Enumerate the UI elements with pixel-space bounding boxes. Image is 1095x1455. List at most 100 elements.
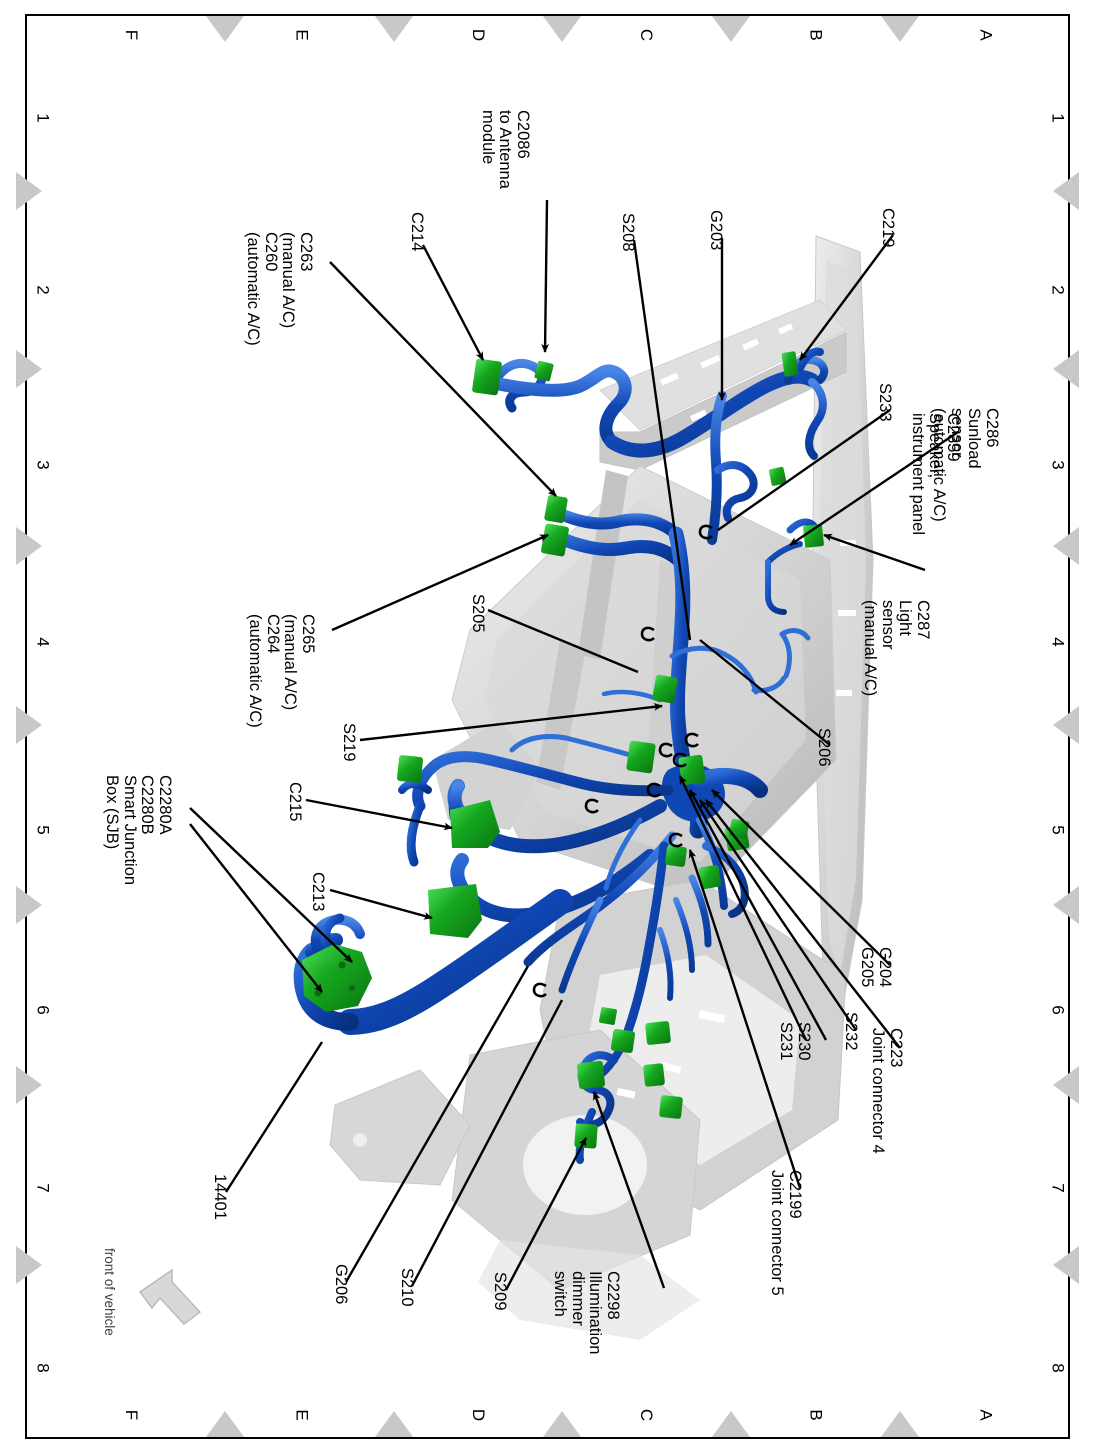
zone-letter-b-top: B [806,29,826,41]
label-c219: C219 [879,208,897,248]
label-s219: S219 [340,723,358,762]
connector-lr-b [610,1028,636,1054]
zone-marker-bottom-2 [712,1411,750,1437]
zone-marker-right-3 [1053,527,1079,565]
zone-num-7-right: 7 [1048,1183,1068,1193]
label-s209: S209 [491,1272,509,1311]
label-c213: C213 [309,872,327,912]
label-s210: S210 [398,1268,416,1307]
zone-marker-bottom-4 [375,1411,413,1437]
zone-num-2-right: 2 [1048,285,1068,295]
connector-lr-d [659,1095,683,1119]
zone-marker-top-5 [206,16,244,42]
zone-num-6-left: 6 [33,1005,53,1015]
label-c286: C286 Sunload sensor (automatic A/C) [930,408,1002,522]
zone-letter-e-top: E [292,29,312,41]
label-s205: S205 [469,594,487,633]
connector-c265 [541,523,569,557]
zone-marker-top-2 [712,16,750,42]
label-c2280: C2280A C2280B Smart Junction Box (SJB) [103,775,175,886]
zone-num-2-left: 2 [33,285,53,295]
zone-num-4-left: 4 [33,637,53,647]
zone-marker-right-6 [1053,1066,1079,1104]
zone-letter-b-bottom: B [806,1409,826,1421]
zone-marker-right-4 [1053,706,1079,744]
connector-c2086 [534,360,554,382]
zone-marker-left-6 [16,1066,42,1104]
connector-c214 [472,358,502,396]
zone-letter-c-bottom: C [637,1408,657,1422]
zone-num-7-left: 7 [33,1183,53,1193]
zone-letter-f-top: F [122,29,142,41]
zone-num-8-left: 8 [33,1363,53,1373]
label-s232: S232 [842,1012,860,1051]
connector-lr-a [645,1021,671,1045]
connector-s230 [665,845,687,867]
connector-c2359 [803,524,824,548]
zone-marker-right-2 [1053,350,1079,388]
zone-marker-left-5 [16,886,42,924]
zone-num-3-right: 3 [1048,460,1068,470]
label-c215: C215 [286,782,304,822]
label-g206: G206 [332,1264,350,1305]
label-c214: C214 [408,212,426,252]
label-c265: C265 (manual A/C) C264 (automatic A/C) [246,614,318,728]
splice-markers [532,524,713,998]
connector-c213 [428,884,482,938]
zone-marker-left-7 [16,1246,42,1284]
zone-num-1-left: 1 [33,113,53,123]
connector-c263 [544,494,568,524]
zone-marker-left-1 [16,172,42,210]
connector-c215 [450,800,500,848]
label-s230: S230 S231 [777,1022,814,1061]
connector-c219 [781,351,799,377]
connector-mid-a [652,674,678,704]
zone-marker-top-4 [375,16,413,42]
connector-c2298 [577,1061,605,1089]
zone-num-6-right: 6 [1048,1005,1068,1015]
label-s233: S233 [876,383,894,422]
connector-s233 [768,466,787,486]
zone-marker-left-4 [16,706,42,744]
zone-marker-right-1 [1053,172,1079,210]
label-g204: G204 G205 [858,947,895,988]
connector-s219 [397,755,423,783]
label-g203: G203 [707,210,725,251]
zone-marker-bottom-1 [881,1411,919,1437]
zone-marker-bottom-3 [543,1411,581,1437]
zone-marker-left-3 [16,527,42,565]
zone-num-5-right: 5 [1048,825,1068,835]
zone-num-1-right: 1 [1048,113,1068,123]
zone-letter-a-bottom: A [976,1409,996,1421]
front-of-vehicle-arrow [139,1268,202,1325]
zone-marker-top-3 [543,16,581,42]
zone-marker-bottom-5 [206,1411,244,1437]
zone-letter-f-bottom: F [122,1409,142,1421]
zone-marker-right-7 [1053,1246,1079,1284]
connector-mid-b [626,740,656,774]
label-c263: C263 (manual A/C) C260 (automatic A/C) [244,232,316,346]
zone-num-3-left: 3 [33,460,53,470]
zone-num-4-right: 4 [1048,637,1068,647]
label-c223: C223 Joint connector 4 [869,1028,906,1154]
connector-extra-b [599,1007,617,1025]
zone-marker-left-2 [16,350,42,388]
zone-letter-c-top: C [637,28,657,42]
label-c2199: C2199 Joint connector 5 [768,1170,805,1296]
zone-letter-a-top: A [976,29,996,41]
zone-num-8-right: 8 [1048,1363,1068,1373]
label-c2086: C2086 to Antenna module [479,110,532,189]
label-c2298: C2298 Illumination dimmer switch [551,1271,623,1355]
connector-s232 [698,864,722,890]
label-c287: C287 Light sensor (manual A/C) [861,600,933,697]
label-s208: S208 [619,213,637,252]
label-s206: S206 [815,728,833,767]
front-of-vehicle-label: front of vehicle [102,1248,117,1336]
zone-marker-right-5 [1053,886,1079,924]
zone-marker-top-1 [881,16,919,42]
zone-letter-e-bottom: E [292,1409,312,1421]
zone-letter-d-top: D [469,28,489,42]
